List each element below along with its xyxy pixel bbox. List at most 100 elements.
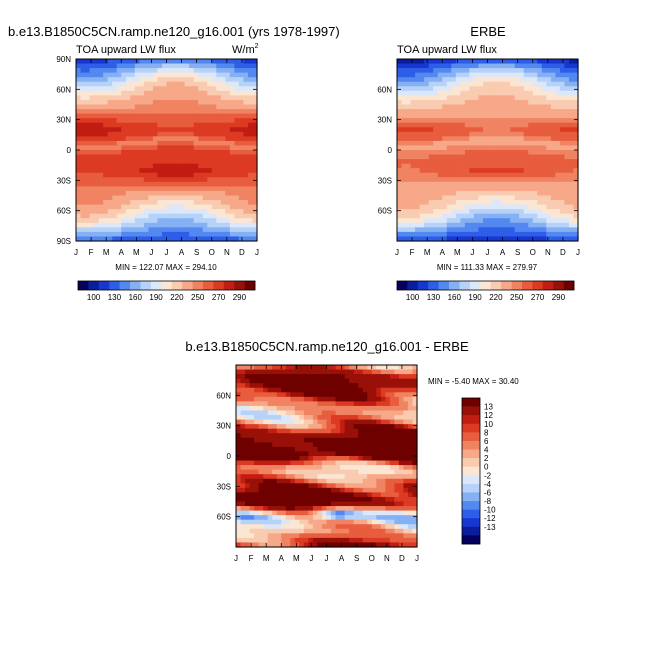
- heatmap-cell: [252, 63, 258, 69]
- heatmap-cell: [487, 163, 493, 169]
- heatmap-cell: [116, 168, 122, 174]
- heatmap-cell: [299, 506, 305, 512]
- heatmap-cell: [428, 145, 434, 151]
- heatmap-cell: [519, 222, 525, 228]
- heatmap-cell: [340, 533, 346, 539]
- heatmap-cell: [152, 145, 159, 151]
- heatmap-cell: [559, 136, 566, 142]
- heatmap-cell: [272, 365, 278, 371]
- heatmap-cell: [510, 99, 516, 106]
- heatmap-cell: [148, 168, 154, 174]
- heatmap-cell: [157, 204, 163, 210]
- heatmap-cell: [245, 487, 251, 493]
- heatmap-cell: [367, 415, 373, 421]
- heatmap-cell: [353, 524, 359, 530]
- heatmap-cell: [541, 81, 547, 87]
- heatmap-cell: [335, 474, 341, 480]
- heatmap-cell: [130, 154, 136, 160]
- heatmap-cell: [376, 487, 382, 493]
- x-tick-label: J: [470, 248, 474, 257]
- heatmap-cell: [143, 127, 150, 133]
- heatmap-cell: [247, 72, 254, 78]
- heatmap-cell: [211, 231, 217, 238]
- heatmap-cell: [272, 446, 278, 453]
- heatmap-cell: [276, 396, 282, 402]
- heatmap-cell: [385, 533, 391, 539]
- heatmap-cell: [331, 419, 337, 425]
- heatmap-cell: [367, 446, 373, 453]
- heatmap-cell: [473, 213, 480, 219]
- heatmap-cell: [116, 113, 122, 119]
- heatmap-cell: [492, 227, 498, 233]
- heatmap-cell: [281, 515, 287, 521]
- heatmap-cell: [492, 150, 498, 156]
- heatmap-cell: [290, 433, 296, 439]
- heatmap-cell: [492, 77, 498, 83]
- heatmap-cell: [401, 168, 407, 174]
- heatmap-cell: [541, 140, 547, 147]
- heatmap-cell: [249, 378, 255, 384]
- heatmap-cell: [478, 81, 484, 87]
- heatmap-cell: [171, 172, 177, 178]
- heatmap-cell: [433, 181, 439, 187]
- heatmap-cell: [276, 492, 282, 498]
- heatmap-cell: [541, 63, 547, 69]
- heatmap-cell: [116, 99, 122, 106]
- heatmap-cell: [130, 186, 136, 192]
- heatmap-cell: [541, 213, 547, 219]
- heatmap-cell: [98, 227, 104, 233]
- heatmap-cell: [349, 542, 355, 548]
- heatmap-cell: [415, 163, 421, 169]
- heatmap-cell: [510, 104, 516, 110]
- heatmap-cell: [358, 483, 364, 489]
- heatmap-cell: [358, 383, 364, 389]
- heatmap-cell: [451, 77, 457, 83]
- heatmap-cell: [505, 118, 511, 124]
- heatmap-cell: [276, 387, 282, 393]
- heatmap-cell: [501, 227, 507, 233]
- heatmap-cell: [469, 68, 475, 74]
- heatmap-cell: [371, 501, 377, 507]
- heatmap-cell: [331, 405, 337, 412]
- heatmap-cell: [362, 478, 368, 484]
- heatmap-cell: [537, 127, 543, 133]
- heatmap-cell: [294, 383, 300, 389]
- heatmap-cell: [403, 524, 409, 530]
- heatmap-cell: [258, 387, 264, 393]
- heatmap-cell: [478, 150, 484, 156]
- heatmap-cell: [276, 487, 282, 493]
- heatmap-cell: [428, 68, 434, 74]
- heatmap-cell: [220, 209, 226, 215]
- heatmap-cell: [335, 524, 341, 530]
- heatmap-cell: [550, 150, 556, 156]
- heatmap-cell: [202, 204, 208, 210]
- heatmap-cell: [394, 506, 400, 512]
- heatmap-cell: [510, 172, 516, 178]
- heatmap-cell: [424, 195, 430, 201]
- heatmap-cell: [171, 113, 177, 119]
- heatmap-cell: [389, 424, 395, 430]
- heatmap-cell: [161, 118, 168, 124]
- heatmap-cell: [564, 122, 570, 128]
- heatmap-cell: [161, 231, 168, 238]
- heatmap-cell: [240, 374, 246, 380]
- heatmap-cell: [193, 150, 199, 156]
- heatmap-cell: [85, 168, 91, 174]
- heatmap-cell: [321, 465, 328, 471]
- heatmap-cell: [139, 77, 145, 83]
- heatmap-cell: [107, 186, 113, 192]
- heatmap-cell: [254, 451, 260, 457]
- panel-model: b.e13.B1850C5CN.ramp.ne120_g16.001 (yrs …: [8, 24, 340, 302]
- heatmap-cell: [321, 410, 328, 416]
- x-tick-label: F: [89, 248, 94, 257]
- heatmap-cell: [371, 369, 377, 375]
- heatmap-cell: [469, 140, 475, 147]
- heatmap-cell: [175, 131, 181, 137]
- heatmap-cell: [202, 81, 208, 87]
- heatmap-cell: [482, 190, 489, 197]
- heatmap-cell: [340, 433, 346, 439]
- heatmap-cell: [406, 90, 412, 96]
- heatmap-cell: [161, 222, 168, 228]
- heatmap-cell: [85, 213, 91, 219]
- heatmap-cell: [148, 231, 154, 238]
